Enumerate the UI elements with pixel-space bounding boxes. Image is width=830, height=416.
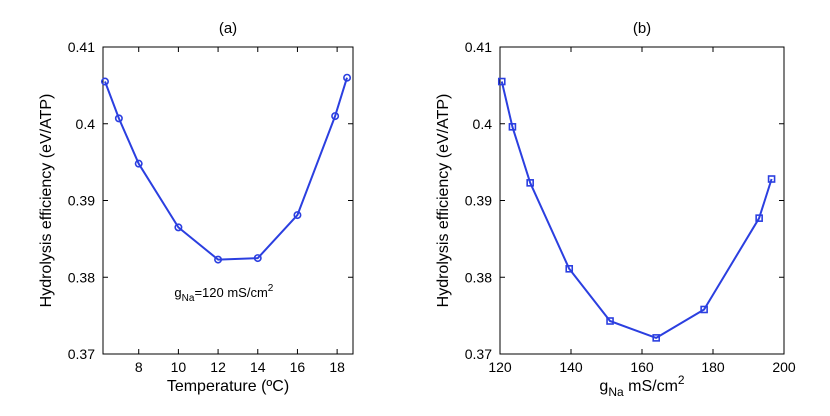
x-tick-label: 10: [171, 359, 187, 375]
data-point: [508, 123, 517, 131]
x-label-superscript: 2: [678, 373, 685, 387]
data-point: [526, 179, 534, 187]
data-point: [331, 112, 340, 121]
x-tick-label: 180: [701, 359, 725, 375]
x-label-units: mS/cm: [624, 378, 678, 395]
data-point: [343, 73, 352, 82]
y-tick-label: 0.38: [68, 269, 95, 285]
data-point: [174, 223, 183, 232]
data-point: [100, 77, 109, 86]
data-point: [114, 114, 123, 123]
y-tick-label: 0.4: [473, 116, 493, 132]
data-point: [214, 255, 223, 264]
y-tick-label: 0.41: [68, 39, 95, 55]
x-label-symbol: g: [599, 378, 608, 395]
x-tick-label: 14: [250, 359, 266, 375]
y-tick-label: 0.38: [465, 269, 492, 285]
annotation-symbol: g: [174, 285, 181, 300]
data-point: [755, 214, 763, 222]
data-point: [253, 254, 262, 263]
data-point: [767, 175, 776, 183]
data-point: [497, 77, 506, 86]
y-tick-label: 0.37: [465, 346, 492, 362]
y-axis-label: Hydrolysis efficiency (eV/ATP): [38, 94, 55, 308]
y-axis-label: Hydrolysis efficiency (eV/ATP): [435, 94, 452, 308]
data-point: [652, 334, 661, 342]
y-tick-label: 0.4: [76, 116, 96, 132]
annotation-subscript: Na: [182, 293, 195, 304]
data-point: [565, 265, 574, 273]
data-point: [606, 317, 614, 325]
panel-title: (b): [633, 20, 651, 37]
y-tick-label: 0.39: [465, 193, 492, 209]
x-tick-label: 18: [329, 359, 345, 375]
y-tick-label: 0.39: [68, 193, 95, 209]
x-tick-label: 120: [488, 359, 512, 375]
series-line: [500, 81, 773, 339]
x-axis-label: Temperature (ºC): [167, 378, 289, 395]
x-tick-label: 12: [210, 359, 226, 375]
panel-title: (a): [219, 20, 237, 37]
panel-b: 120 140 160 180 200 0.37 0.38 0.39 0.4 0.41 (b) Hyd…: [435, 20, 796, 399]
data-point: [134, 159, 143, 168]
annotation: gNa=120 mS/cm2: [174, 283, 273, 304]
x-tick-label: 16: [290, 359, 306, 375]
data-point: [700, 305, 708, 314]
axes-box: [499, 46, 785, 355]
annotation-superscript: 2: [268, 283, 274, 294]
y-tick-label: 0.37: [68, 346, 95, 362]
axes-box: [102, 46, 354, 355]
series-line: [104, 77, 348, 261]
x-tick-label: 160: [630, 359, 654, 375]
x-tick-label: 200: [772, 359, 796, 375]
panel-a: 8 10 12 14 16 18 0.37 0.38 0.39 0.4 0.41 (a) Hydroly…: [38, 20, 354, 395]
y-tick-label: 0.41: [465, 39, 492, 55]
x-axis-label: gNa mS/cm2: [599, 373, 684, 399]
annotation-text: =120 mS/cm: [194, 285, 267, 300]
x-tick-label: 8: [135, 359, 143, 375]
data-point: [293, 211, 302, 220]
x-label-subscript: Na: [608, 385, 624, 399]
x-tick-label: 140: [559, 359, 583, 375]
